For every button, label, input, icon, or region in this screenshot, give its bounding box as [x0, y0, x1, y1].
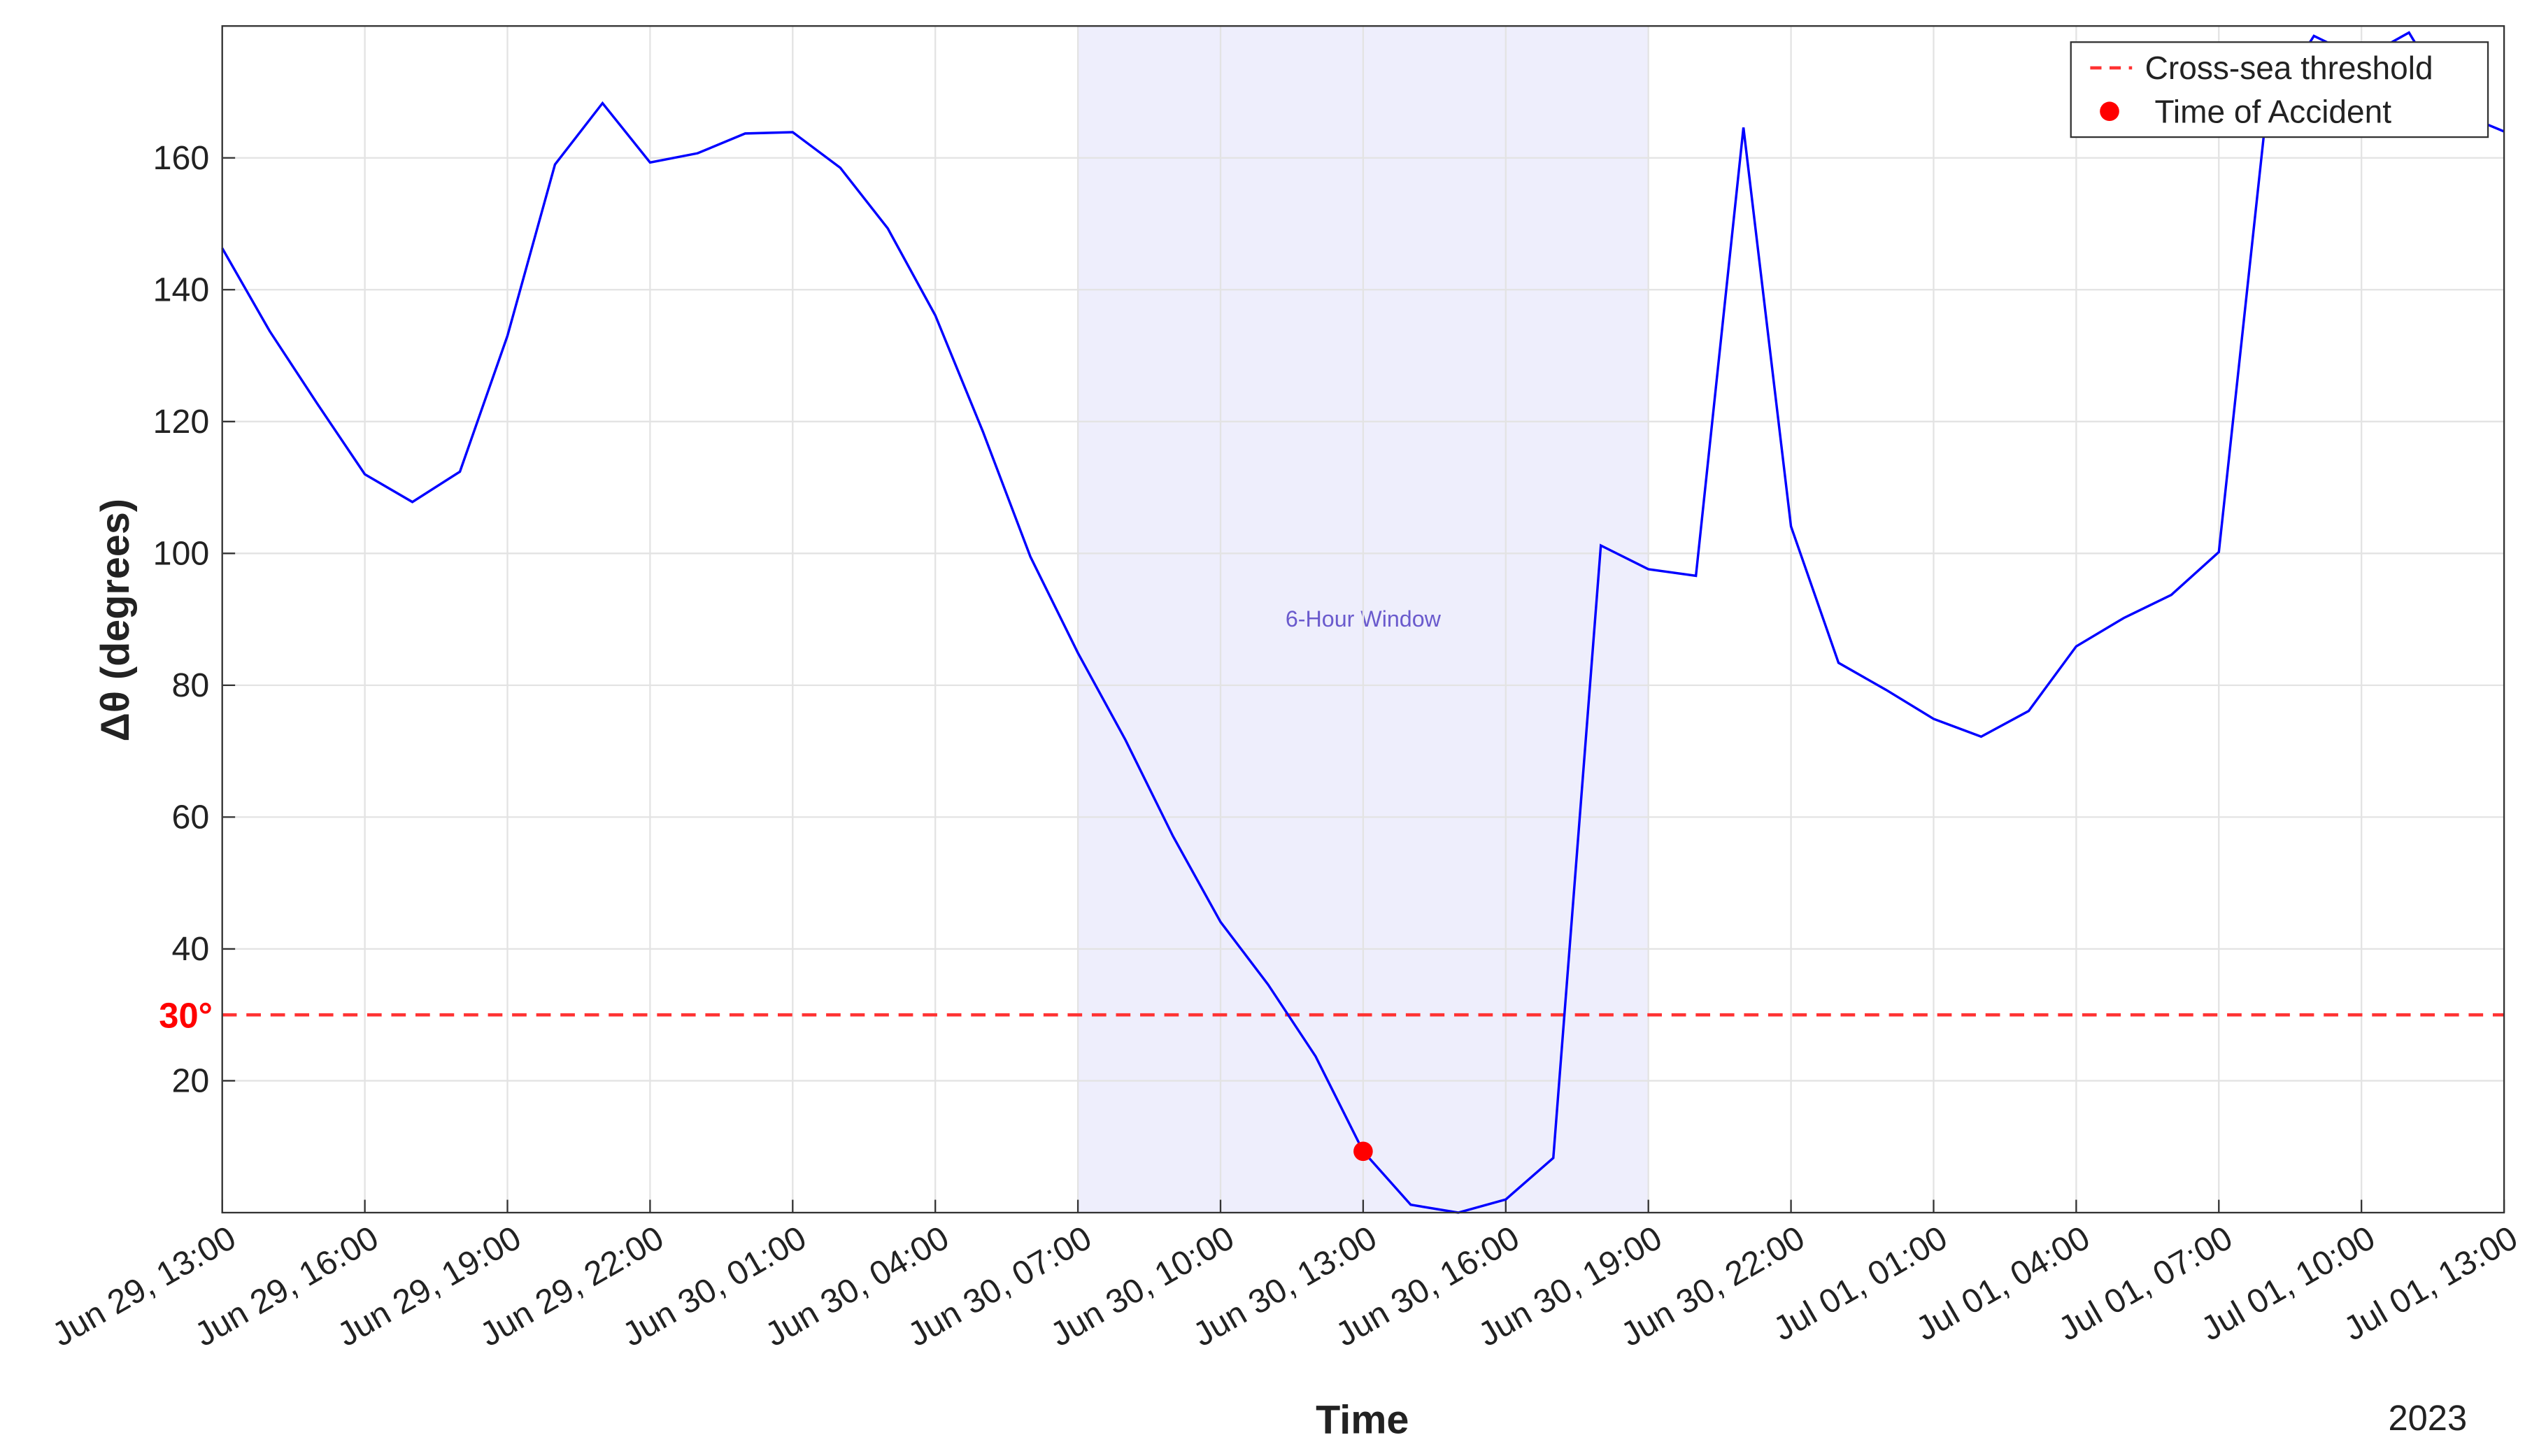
- y-tick-label: 100: [153, 534, 210, 572]
- y-axis-label: Δθ (degrees): [93, 499, 138, 742]
- threshold-label: 30°: [159, 996, 213, 1036]
- y-tick-label: 60: [172, 799, 210, 836]
- accident-point: [1353, 1141, 1373, 1162]
- y-tick-label: 20: [172, 1062, 210, 1100]
- y-tick-label: 120: [153, 403, 210, 441]
- plot-frame: [221, 25, 2505, 1214]
- y-tick-label: 80: [172, 666, 210, 704]
- y-tick-label: 40: [172, 930, 210, 968]
- legend-label: Time of Accident: [2154, 93, 2391, 129]
- legend-accident-swatch: [2100, 101, 2119, 122]
- year-label: 2023: [2388, 1398, 2467, 1438]
- y-tick-label: 140: [153, 271, 210, 308]
- legend-label: Cross-sea threshold: [2145, 50, 2433, 86]
- y-tick-label: 160: [153, 139, 210, 177]
- legend-box: [2070, 41, 2489, 138]
- x-axis-label: Time: [1316, 1397, 1409, 1442]
